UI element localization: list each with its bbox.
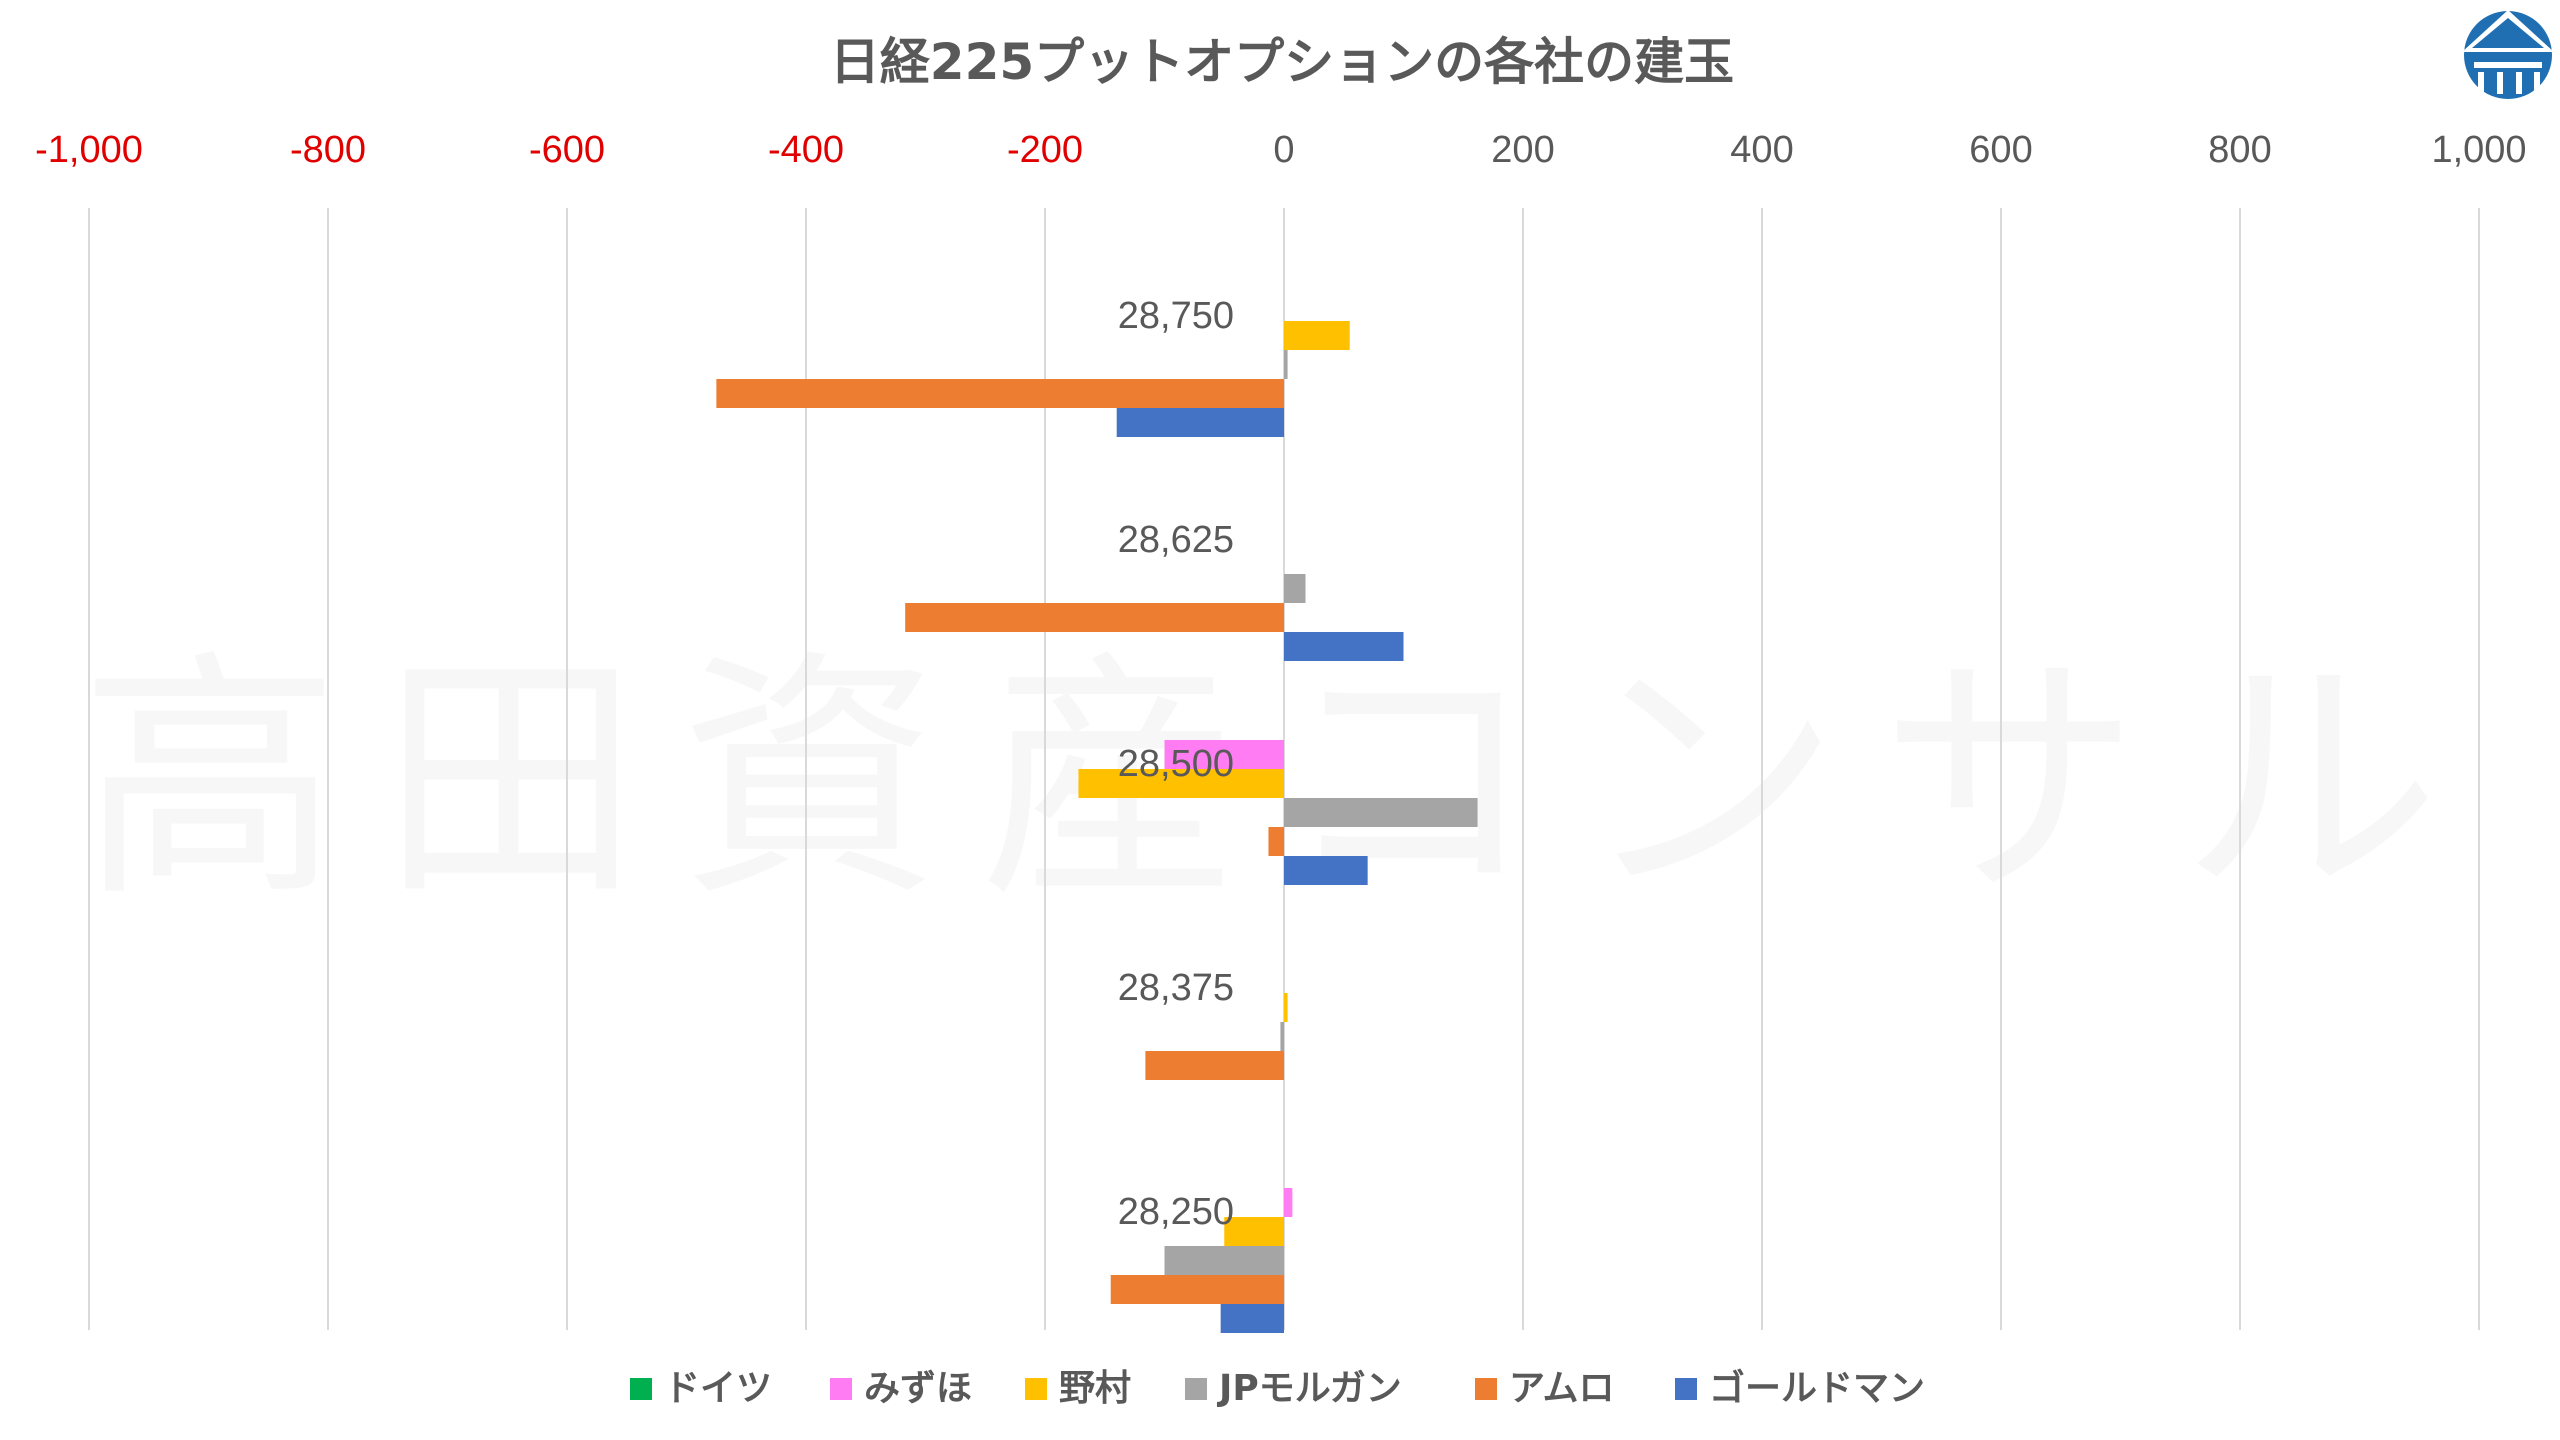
bar-6-5: [1220, 1304, 1284, 1333]
bar-3-3: [1078, 769, 1284, 798]
bar-4-4: [1280, 1022, 1284, 1051]
category-labels: 28,750 28,625 28,500 28,375 28,250: [1118, 295, 1234, 1233]
x-tick-label: 1,000: [2431, 129, 2526, 171]
bar-5-1: [716, 379, 1284, 408]
x-tick-label: -1,000: [35, 129, 143, 171]
legend-swatch: [1185, 1378, 1207, 1400]
legend-label: JPモルガン: [1216, 1368, 1402, 1409]
legend-swatch: [1025, 1378, 1047, 1400]
legend-label: ゴールドマン: [1709, 1367, 1925, 1409]
x-tick-label: -800: [290, 129, 366, 171]
bar-3-4: [1284, 993, 1288, 1022]
x-tick-label: 600: [1969, 129, 2032, 171]
x-tick-label: -600: [529, 129, 605, 171]
bar-2-5: [1284, 1188, 1293, 1217]
bar-3-5: [1224, 1217, 1284, 1246]
bar-5-5: [1110, 1275, 1284, 1304]
legend-label: 野村: [1059, 1368, 1131, 1409]
x-tick-label: 800: [2208, 129, 2271, 171]
category-label: 28,750: [1118, 295, 1234, 337]
legend-swatch: [830, 1378, 852, 1400]
legend: ドイツ みずほ 野村 JPモルガン アムロ ゴールドマン: [630, 1367, 1925, 1409]
legend-swatch: [1675, 1378, 1697, 1400]
bar-4-3: [1284, 798, 1478, 827]
legend-label: みずほ: [864, 1368, 972, 1409]
category-label: 28,375: [1118, 967, 1234, 1009]
legend-label: アムロ: [1509, 1368, 1614, 1409]
company-logo-icon: [2462, 10, 2554, 99]
bar-4-1: [1284, 350, 1288, 379]
legend-swatch: [630, 1378, 652, 1400]
x-tick-label: -200: [1007, 129, 1083, 171]
bar-5-2: [905, 603, 1284, 632]
gridlines: [88, 208, 2480, 1330]
category-label: 28,500: [1118, 743, 1234, 785]
bar-4-5: [1164, 1246, 1284, 1275]
x-tick-label: 400: [1730, 129, 1793, 171]
bar-5-4: [1145, 1051, 1284, 1080]
legend-label: ドイツ: [664, 1368, 772, 1409]
bar-6-2: [1284, 632, 1404, 661]
bar-6-3: [1284, 856, 1368, 885]
x-tick-label: 200: [1491, 129, 1554, 171]
x-tick-label: -400: [768, 129, 844, 171]
category-label: 28,625: [1118, 519, 1234, 561]
bar-5-3: [1268, 827, 1284, 856]
bar-4-2: [1284, 574, 1306, 603]
bar-6-1: [1116, 408, 1284, 437]
legend-swatch: [1475, 1378, 1497, 1400]
bars: [716, 321, 1478, 1333]
x-tick-label: 0: [1273, 129, 1294, 171]
bar-3-1: [1284, 321, 1350, 350]
chart-title: 日経225プットオプションの各社の建玉: [830, 33, 1734, 91]
bar-2-3: [1164, 740, 1284, 769]
category-label: 28,250: [1118, 1191, 1234, 1233]
x-axis-tick-labels: -1,000 -800 -600 -400 -200 0 200 400 600 800 1,000: [35, 129, 2526, 171]
